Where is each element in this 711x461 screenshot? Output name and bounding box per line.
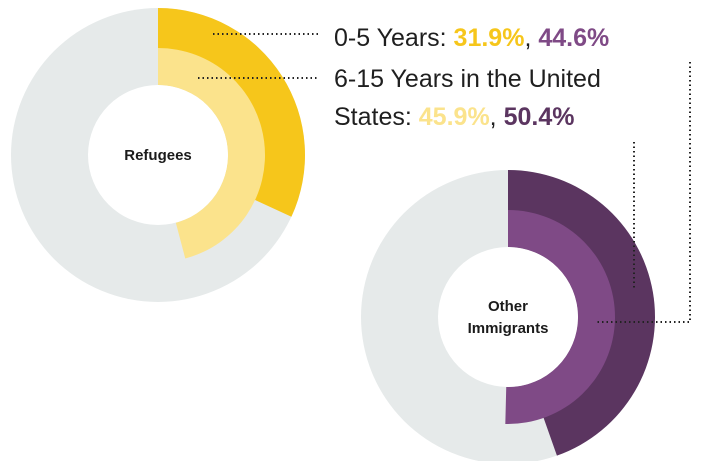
leader-line-0-5-immigrants — [596, 62, 691, 323]
legend-6-15-refugees-value: 45.9% — [418, 103, 490, 131]
donut-group: Refugees Other Immigrants — [11, 8, 655, 461]
donut-center-label-1-1: Immigrants — [468, 320, 549, 337]
donut-hole-1 — [438, 247, 578, 387]
legend-0-5-label: 0-5 Years: — [334, 24, 447, 52]
donut-center-label-0-0: Refugees — [124, 147, 192, 164]
donut-hole-0 — [88, 85, 228, 225]
legend-6-15-label-line1: 6-15 Years in the United — [334, 65, 601, 93]
legend-6-15-years-line1: 6-15 Years in the United — [334, 61, 601, 97]
legend-0-5-refugees-value: 31.9% — [453, 24, 525, 52]
donut-center-label-1-0: Other — [488, 298, 528, 315]
legend-6-15-immigrants-value: 50.4% — [503, 103, 575, 131]
legend-0-5-years: 0-5 Years: 31.9%, 44.6% — [334, 24, 610, 52]
legend-6-15-label-line2: States: — [334, 103, 412, 131]
legend-0-5-immigrants-value: 44.6% — [538, 24, 610, 52]
donut-1-inner-segment — [505, 210, 616, 424]
donut-0-inner-segment — [158, 48, 265, 259]
legend-6-15-years-line2: States: 45.9%, 50.4% — [334, 103, 575, 131]
